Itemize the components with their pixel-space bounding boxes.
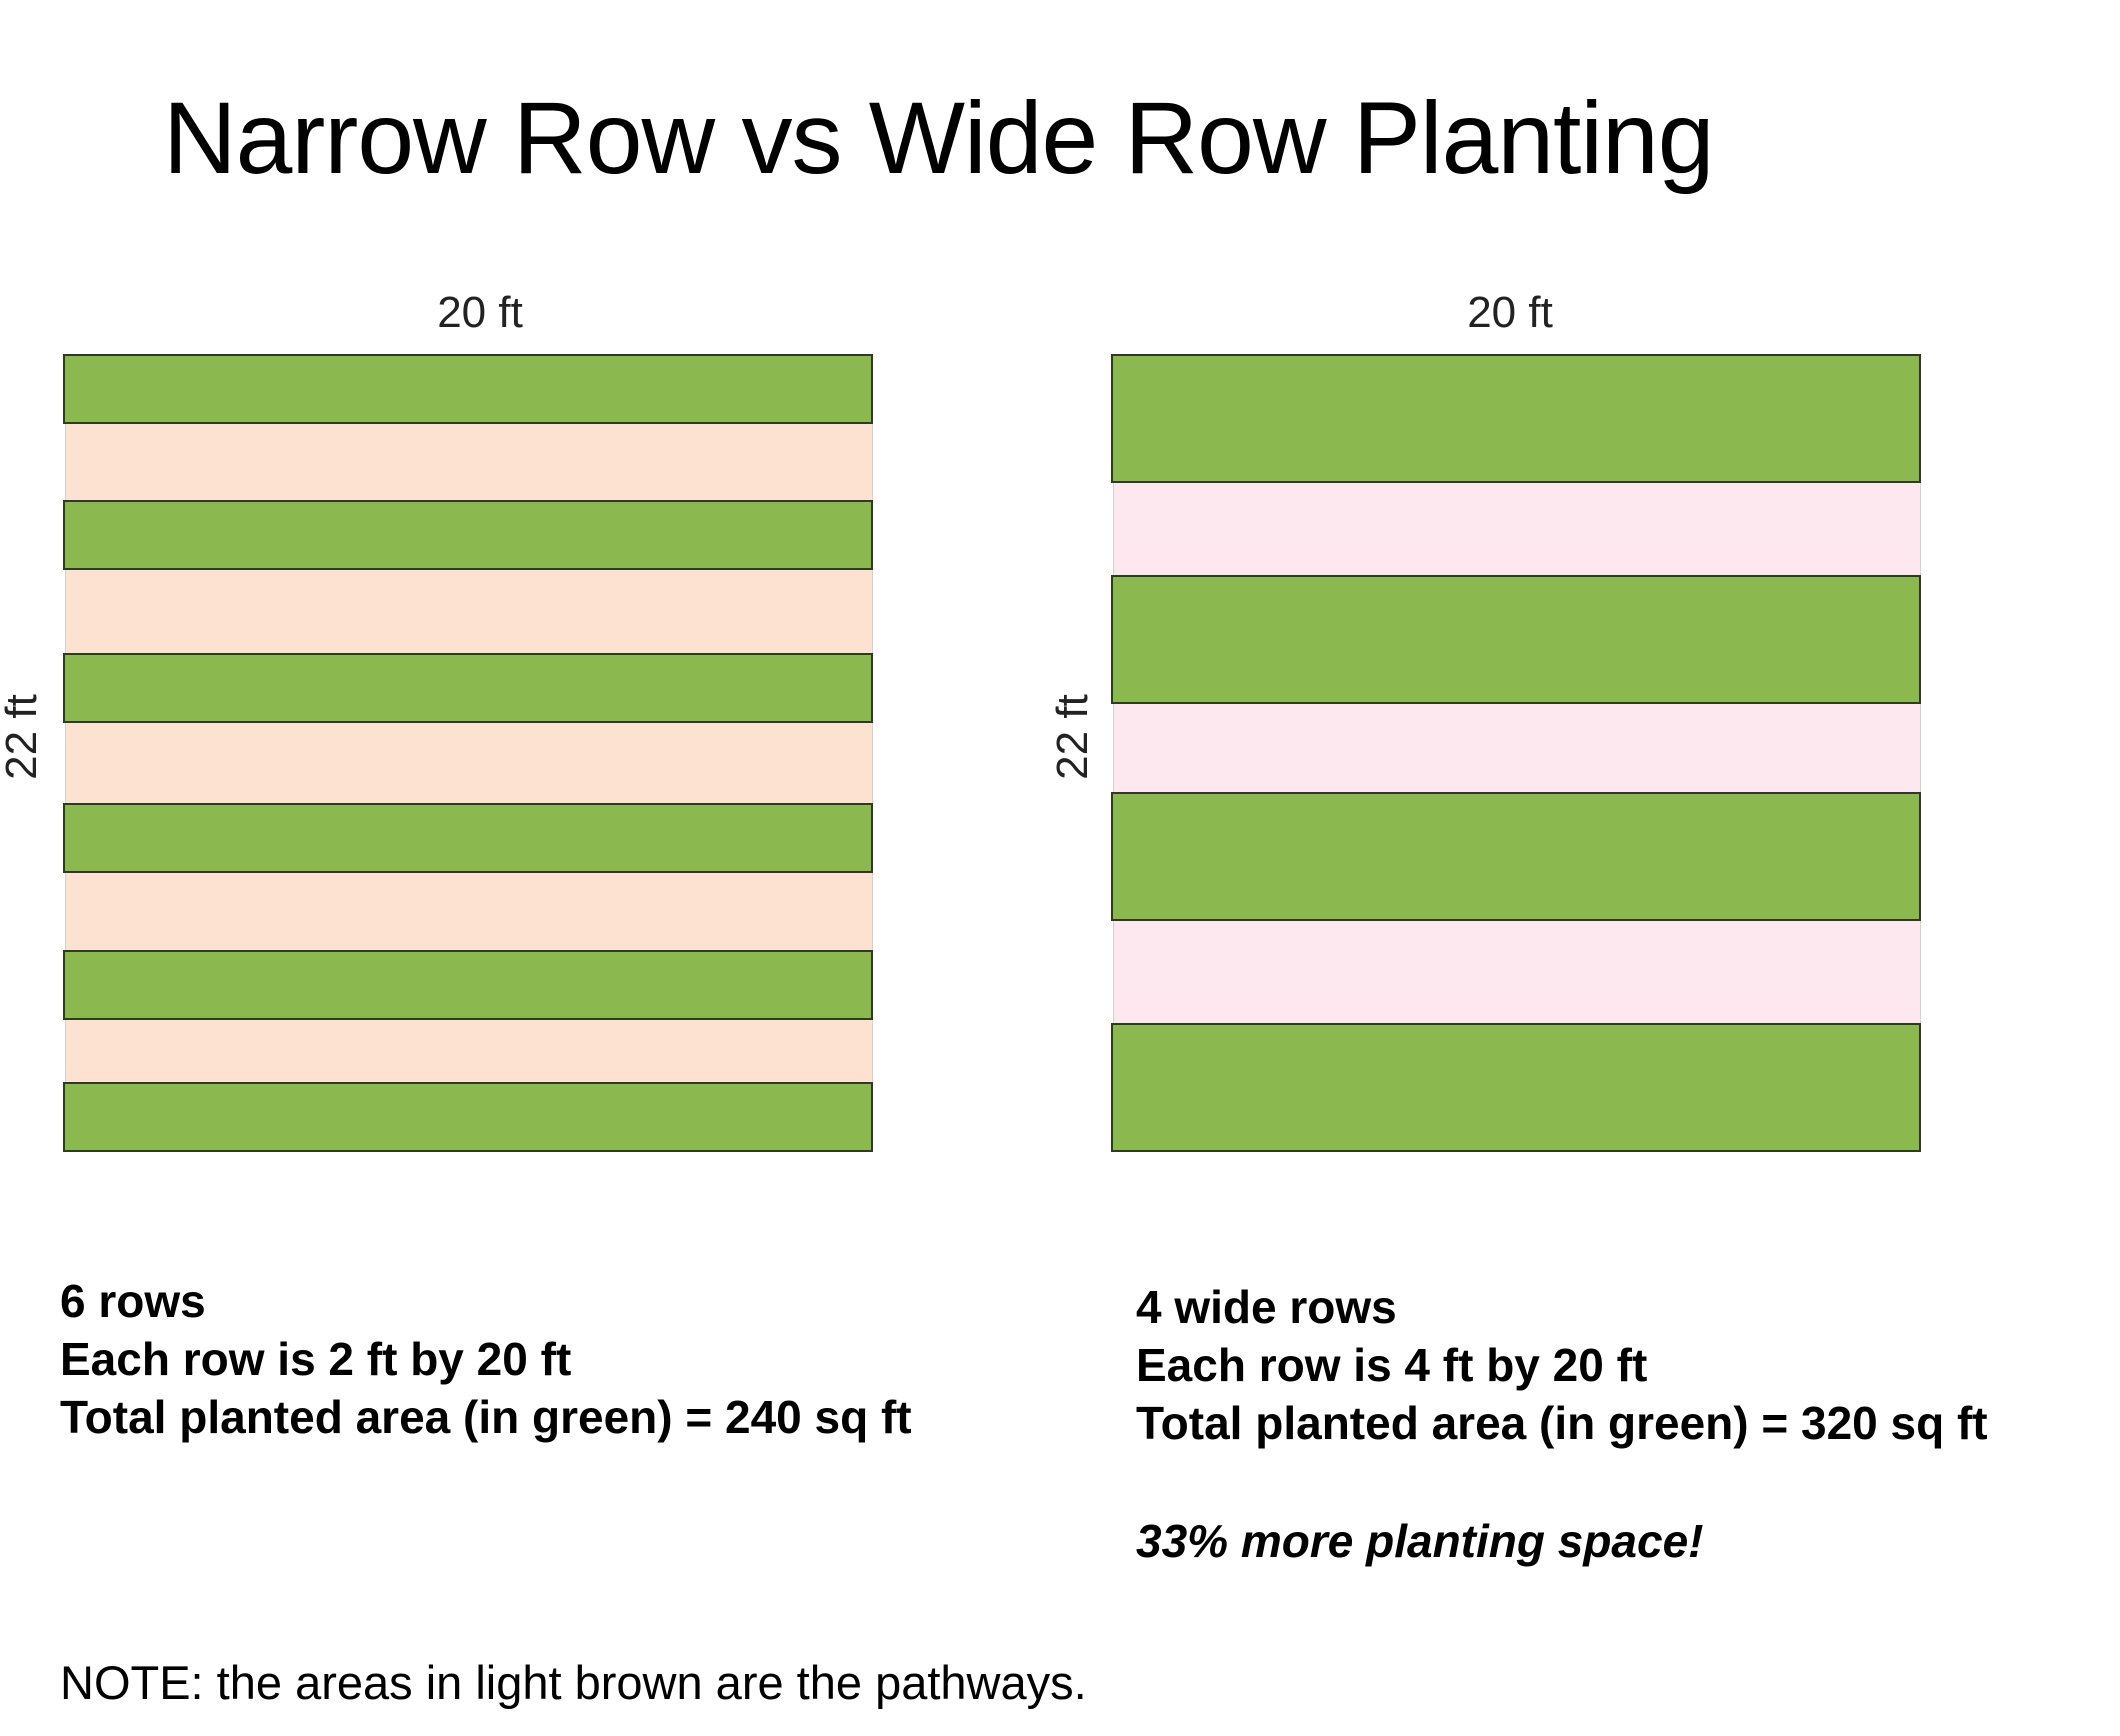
wide-total-area: Total planted area (in green) = 320 sq f… (1136, 1397, 1988, 1449)
wide-planted-row (1111, 792, 1921, 921)
narrow-pathway-area (65, 354, 873, 1152)
wide-planted-row (1111, 1023, 1921, 1152)
wide-planted-row (1111, 354, 1921, 483)
narrow-planted-row (63, 1082, 873, 1152)
wide-row-size: Each row is 4 ft by 20 ft (1136, 1339, 1648, 1391)
wide-row-plot (1111, 354, 1921, 1152)
wide-height-label: 22 ft (1048, 694, 1097, 780)
wide-planted-row (1111, 575, 1921, 704)
wide-rows-count: 4 wide rows (1136, 1281, 1397, 1333)
narrow-height-label: 22 ft (0, 694, 46, 780)
narrow-planted-row (63, 803, 873, 873)
wide-summary: 4 wide rows Each row is 4 ft by 20 ft To… (1136, 1278, 1988, 1452)
narrow-summary: 6 rows Each row is 2 ft by 20 ft Total p… (60, 1272, 912, 1446)
wide-pathway-area (1113, 354, 1921, 1152)
wide-width-label: 20 ft (1467, 288, 1553, 337)
narrow-total-area: Total planted area (in green) = 240 sq f… (60, 1391, 912, 1443)
pathway-note: NOTE: the areas in light brown are the p… (60, 1656, 1087, 1709)
narrow-row-plot (63, 354, 873, 1152)
narrow-planted-row (63, 354, 873, 424)
narrow-rows-count: 6 rows (60, 1275, 206, 1327)
space-gain-callout: 33% more planting space! (1136, 1515, 1704, 1567)
narrow-planted-row (63, 653, 873, 723)
narrow-planted-row (63, 950, 873, 1020)
narrow-row-size: Each row is 2 ft by 20 ft (60, 1333, 572, 1385)
page-title: Narrow Row vs Wide Row Planting (163, 81, 1714, 195)
narrow-width-label: 20 ft (437, 288, 523, 337)
narrow-planted-row (63, 500, 873, 570)
